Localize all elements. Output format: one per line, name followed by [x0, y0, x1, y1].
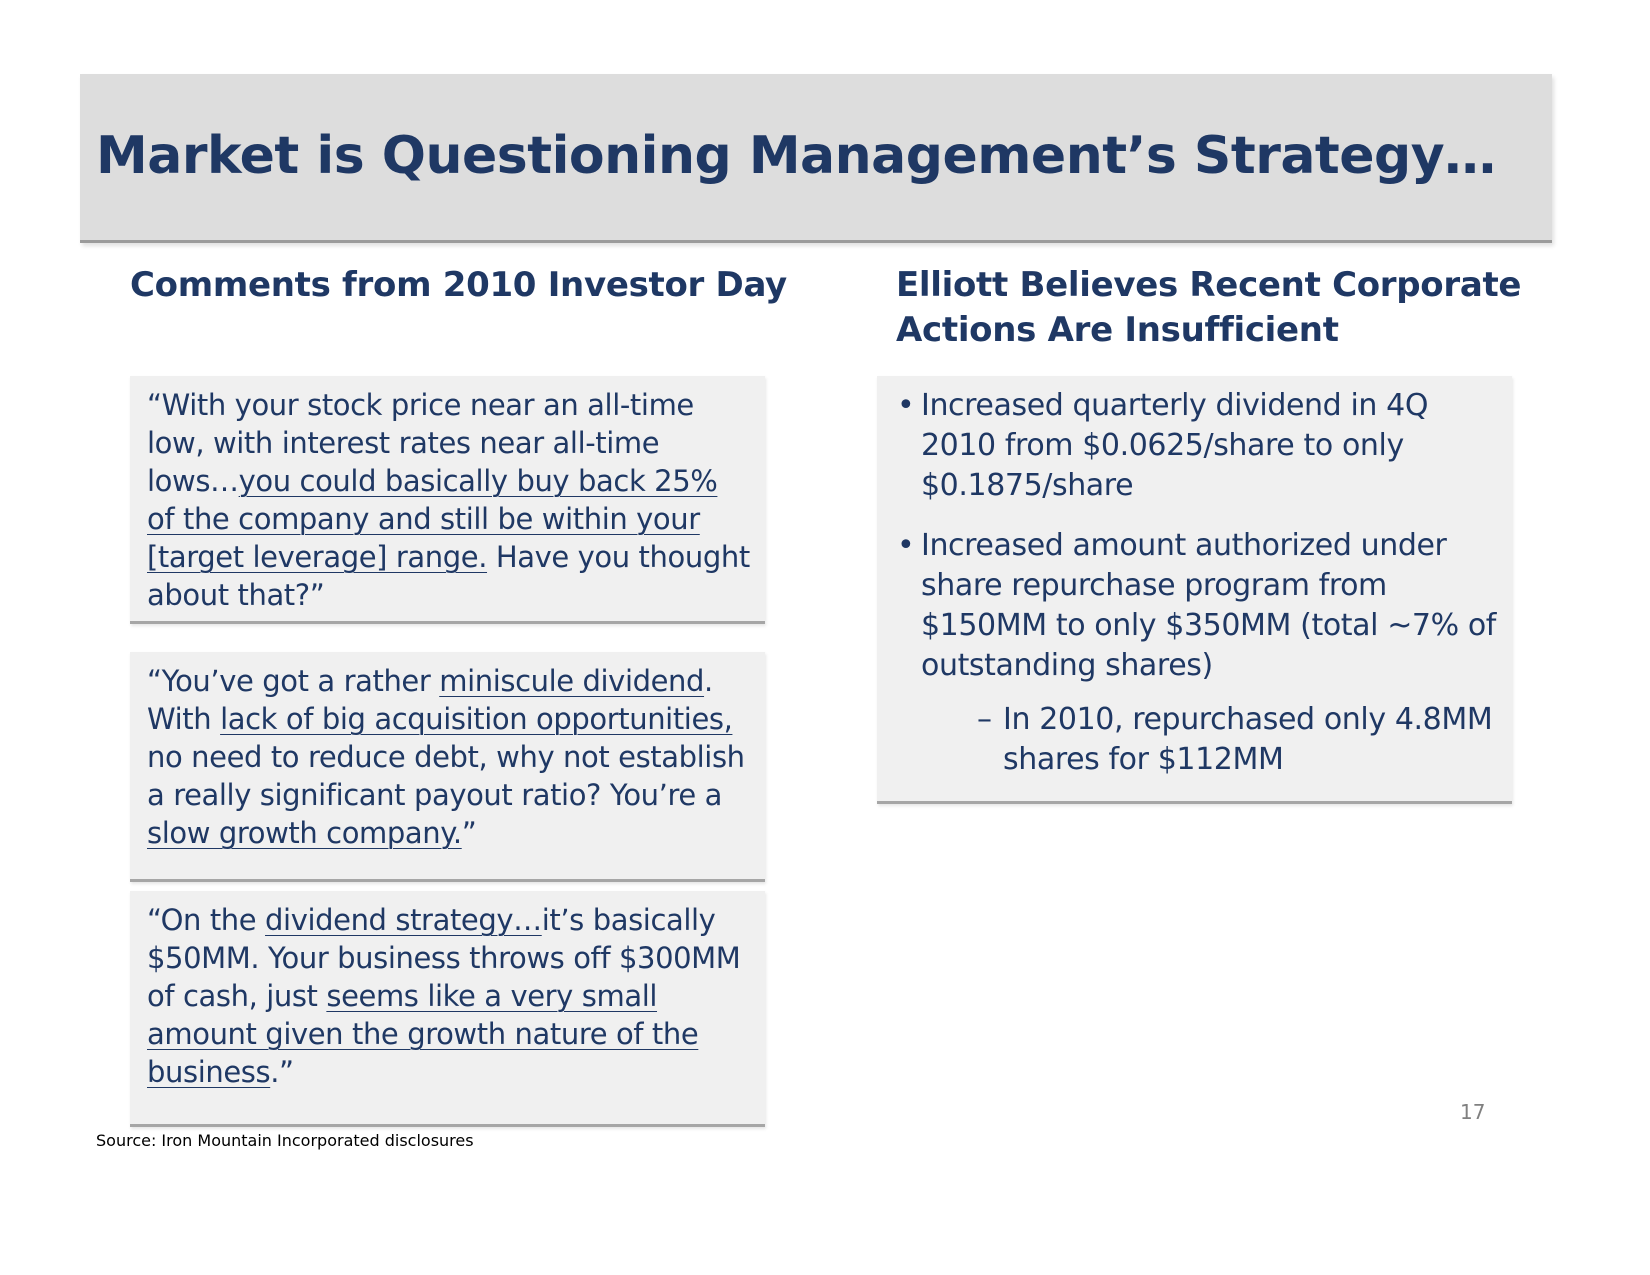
quote-2-underlined-segment: slow growth company.: [147, 816, 462, 850]
quote-3-underlined-segment: seems like a very small amount given the…: [147, 979, 699, 1089]
quote-3-segment: .”: [270, 1055, 294, 1089]
dash-icon: –: [977, 702, 992, 737]
quote-3-segment: “On the: [147, 903, 266, 937]
quote-2-segment: no need to reduce debt, why not establis…: [147, 740, 745, 812]
quote-2-segment: ”: [461, 816, 477, 850]
corporate-actions-box: • Increased quarterly dividend in 4Q 201…: [877, 376, 1512, 804]
quote-2-underlined-segment: miniscule dividend: [439, 664, 705, 698]
quote-text-2: “You’ve got a rather miniscule dividend.…: [147, 662, 753, 852]
bullet-text: Increased amount authorized under share …: [921, 528, 1496, 683]
quote-text-3: “On the dividend strategy…it’s basically…: [147, 901, 753, 1091]
page-number: 17: [1460, 1100, 1486, 1124]
bullet-text: Increased quarterly dividend in 4Q 2010 …: [921, 388, 1429, 503]
title-bar: Market is Questioning Management’s Strat…: [80, 74, 1552, 243]
slide-title: Market is Questioning Management’s Strat…: [96, 126, 1496, 186]
source-note: Source: Iron Mountain Incorporated discl…: [96, 1131, 474, 1150]
sub-bullet-text: In 2010, repurchased only 4.8MM shares f…: [1003, 702, 1493, 777]
quote-text-1: “With your stock price near an all-time …: [147, 386, 753, 614]
quote-box-3: “On the dividend strategy…it’s basically…: [130, 891, 765, 1127]
quote-2-underlined-segment: lack of big acquisition opportunities,: [220, 702, 733, 736]
quote-2-segment: “You’ve got a rather: [147, 664, 440, 698]
bullet-icon: •: [897, 528, 915, 563]
bullet-item-dividend: • Increased quarterly dividend in 4Q 201…: [897, 386, 1500, 506]
quote-box-2: “You’ve got a rather miniscule dividend.…: [130, 652, 765, 882]
right-column-heading: Elliott Believes Recent Corporate Action…: [896, 265, 1522, 350]
left-column-heading: Comments from 2010 Investor Day: [130, 265, 787, 305]
sub-bullet-item-2010-repurchase: – In 2010, repurchased only 4.8MM shares…: [897, 700, 1500, 780]
quote-3-segment: it’s basically $50MM. Your business thro…: [147, 903, 741, 1013]
quote-1-segment: Have you thought about that?”: [147, 540, 750, 612]
quote-1-segment: “With your stock price near an all-time …: [147, 388, 694, 498]
quote-box-1: “With your stock price near an all-time …: [130, 376, 765, 624]
bullet-item-repurchase: • Increased amount authorized under shar…: [897, 526, 1500, 686]
bullet-icon: •: [897, 388, 915, 423]
quote-1-underlined-segment: you could basically buy back 25% of the …: [147, 464, 718, 574]
quote-3-underlined-segment: dividend strategy…: [265, 903, 542, 937]
quote-2-segment: . With: [147, 664, 713, 736]
